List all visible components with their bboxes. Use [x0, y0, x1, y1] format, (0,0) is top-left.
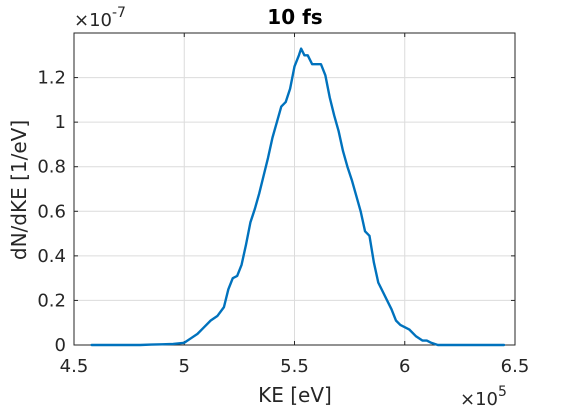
x-tick-label: 6.5 — [501, 356, 530, 377]
y-tick-label: 0.6 — [37, 201, 66, 222]
x-tick-label: 6 — [399, 356, 410, 377]
y-tick-label: 1.2 — [37, 68, 66, 89]
y-exponent-label: ×10-7 — [74, 5, 126, 31]
x-multiplier-symbol: ×10 — [460, 389, 498, 410]
y-tick-label: 0.4 — [37, 246, 66, 267]
svg-text:×105: ×105 — [460, 384, 507, 410]
y-multiplier-symbol: ×10 — [74, 10, 112, 31]
x-tick-label: 4.5 — [60, 356, 89, 377]
x-exponent-value: 5 — [498, 384, 507, 400]
series-line — [90, 47, 506, 347]
svg-text:×10-7: ×10-7 — [74, 5, 126, 31]
x-tick-label: 5 — [179, 356, 190, 377]
x-ticks: 4.5 5 5.5 6 6.5 — [60, 33, 530, 377]
y-tick-label: 1 — [55, 112, 66, 133]
x-tick-label: 5.5 — [280, 356, 309, 377]
y-ticks: 0 0.2 0.4 0.6 0.8 1 1.2 — [37, 68, 515, 356]
x-axis-label: KE [eV] — [258, 383, 332, 407]
y-exponent-value: -7 — [112, 5, 126, 21]
x-exponent-label: ×105 — [460, 384, 507, 410]
series-layer — [90, 47, 506, 347]
y-tick-label: 0 — [55, 335, 66, 356]
y-axis-label: dN/dKE [1/eV] — [7, 120, 31, 260]
y-tick-label: 0.2 — [37, 290, 66, 311]
chart-title: 10 fs — [267, 5, 322, 29]
y-tick-label: 0.8 — [37, 157, 66, 178]
